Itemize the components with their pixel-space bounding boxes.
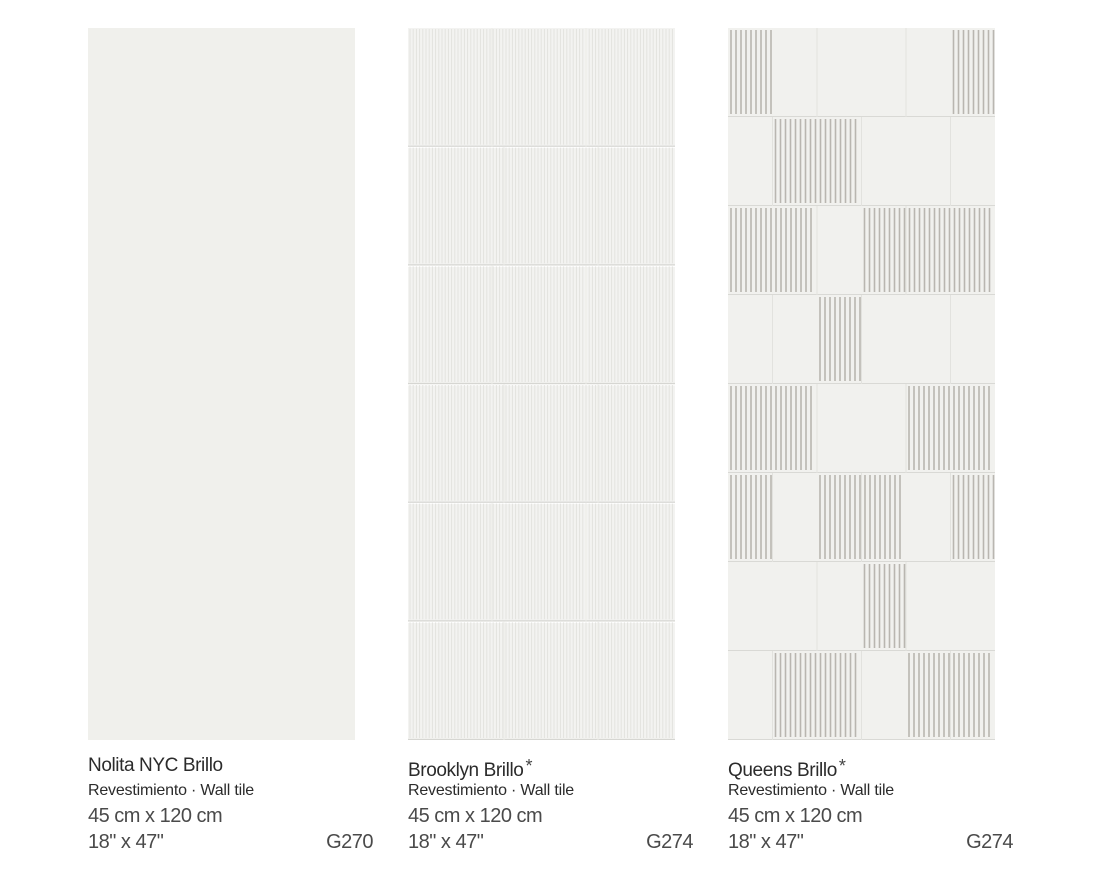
tile-size-row: 18" x 47" G274 xyxy=(728,830,1013,854)
tile-size-row: 18" x 47" G270 xyxy=(88,830,373,854)
fluted-block xyxy=(730,475,772,559)
tile-size-imperial: 18" x 47" xyxy=(728,831,804,853)
fluted-row xyxy=(409,29,673,145)
tile-size-metric: 45 cm x 120 cm xyxy=(408,805,543,827)
fluted-row xyxy=(409,266,673,382)
tile-code: G274 xyxy=(646,831,693,853)
fluted-block xyxy=(774,119,857,203)
tile-card-nolita: Nolita NYC Brillo Revestimiento · Wall t… xyxy=(88,28,388,854)
tile-type: Revestimiento · Wall tile xyxy=(88,782,255,799)
tile-swatch-queens xyxy=(728,28,995,740)
fluted-block xyxy=(863,208,991,292)
tile-surface xyxy=(88,28,355,740)
fluted-block xyxy=(952,30,995,114)
tile-info: Brooklyn Brillo * Revestimiento · Wall ti… xyxy=(408,754,693,854)
fluted-block xyxy=(730,30,772,114)
tile-type: Revestimiento · Wall tile xyxy=(408,782,575,799)
fluted-block xyxy=(908,386,990,470)
tile-card-brooklyn: Brooklyn Brillo * Revestimiento · Wall ti… xyxy=(408,28,708,854)
tile-name: Brooklyn Brillo * xyxy=(408,756,533,781)
fluted-row xyxy=(409,385,673,501)
fluted-row xyxy=(409,503,673,620)
tile-name: Queens Brillo * xyxy=(728,756,846,781)
fluted-block xyxy=(908,653,990,737)
fluted-block xyxy=(730,386,812,470)
tile-swatch-brooklyn xyxy=(408,28,675,740)
tile-size-imperial: 18" x 47" xyxy=(88,831,164,853)
tile-swatch-image xyxy=(408,28,675,740)
asterisk-icon: * xyxy=(525,756,533,776)
tile-swatch-image xyxy=(88,28,355,740)
tile-code: G270 xyxy=(326,831,373,853)
tile-info: Queens Brillo * Revestimiento · Wall tile… xyxy=(728,754,1013,854)
tile-size-metric: 45 cm x 120 cm xyxy=(88,805,223,827)
tile-size-row: 18" x 47" G274 xyxy=(408,830,693,854)
fluted-block xyxy=(952,475,995,559)
tile-type: Revestimiento · Wall tile xyxy=(728,782,895,799)
fluted-row xyxy=(409,147,673,264)
tile-swatch-nolita xyxy=(88,28,355,740)
fluted-row xyxy=(409,622,673,738)
fluted-block xyxy=(819,297,861,381)
tile-size-metric: 45 cm x 120 cm xyxy=(728,805,863,827)
tile-info: Nolita NYC Brillo Revestimiento · Wall t… xyxy=(88,754,373,854)
asterisk-icon: * xyxy=(838,756,846,776)
tile-card-queens: Queens Brillo * Revestimiento · Wall tile… xyxy=(728,28,1028,854)
fluted-block xyxy=(774,653,857,737)
fluted-block xyxy=(819,475,901,559)
tile-name: Nolita NYC Brillo xyxy=(88,755,223,776)
tile-swatch-image xyxy=(728,28,995,740)
tile-size-imperial: 18" x 47" xyxy=(408,831,484,853)
fluted-block xyxy=(863,564,906,648)
fluted-block xyxy=(730,208,812,292)
tile-code: G274 xyxy=(966,831,1013,853)
